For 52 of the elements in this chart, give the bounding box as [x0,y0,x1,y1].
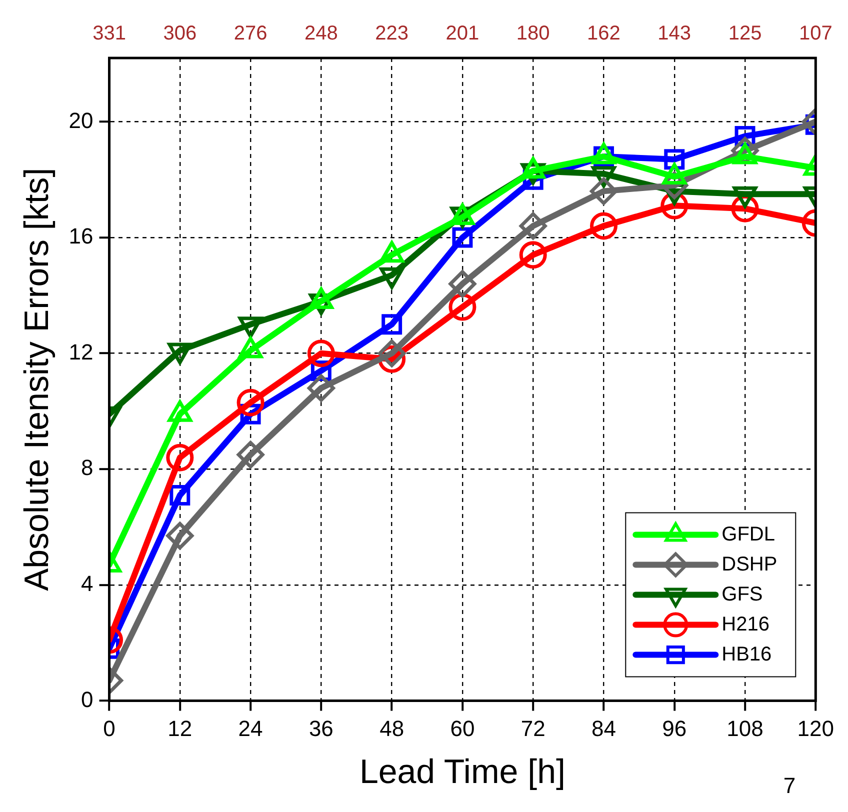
point [448,270,476,298]
point [166,444,194,472]
x-tick-label: 0 [103,716,116,742]
text: 180 [516,22,550,45]
point [170,484,190,506]
x-tick-label: 84 [591,716,616,742]
y-tick-label: 0 [81,686,94,712]
legend-label: GFS [722,583,763,606]
x-tick-label: 48 [380,716,404,742]
text: 125 [728,22,762,45]
x-tick-label: 24 [238,716,263,742]
point [166,522,194,550]
text: 248 [304,22,338,45]
legend-label: DSHP [722,553,778,576]
x-tick-label: 60 [450,716,475,742]
point [307,374,335,402]
y-tick-label: 16 [68,224,94,249]
text: 276 [234,22,268,45]
y-axis-title: Absolute Itensity Errors [kts] [18,168,56,592]
text: 201 [446,22,480,45]
x-tick-label: 12 [168,716,192,742]
text: 331 [92,22,126,45]
point [519,241,547,269]
text: 143 [658,22,692,45]
x-tick-label: 96 [662,716,687,742]
legend-label: GFDL [722,523,775,546]
text: 107 [798,22,832,45]
y-tick-label: 12 [68,339,94,364]
y-tick-label: 4 [81,571,94,596]
point [452,227,473,248]
x-tick-label: 120 [797,716,834,742]
point [519,212,547,240]
legend-label: HB16 [722,643,772,666]
point [382,314,402,335]
point [590,177,618,205]
text: 162 [587,22,620,45]
y-tick-label: 20 [68,108,94,133]
point [236,388,264,416]
point [378,340,406,368]
legend-label: H216 [722,613,770,636]
point [236,440,264,468]
x-tick-label: 72 [520,716,546,742]
x-tick-label: 108 [726,716,764,742]
y-tick-label: 8 [81,455,94,480]
point [590,212,618,240]
x-tick-label: 36 [308,716,334,742]
text: 306 [163,22,197,45]
x-axis-title: Lead Time [h] [359,752,566,791]
point [307,340,335,368]
text: 7 [783,773,796,798]
text: 223 [375,22,409,45]
point [448,293,476,321]
